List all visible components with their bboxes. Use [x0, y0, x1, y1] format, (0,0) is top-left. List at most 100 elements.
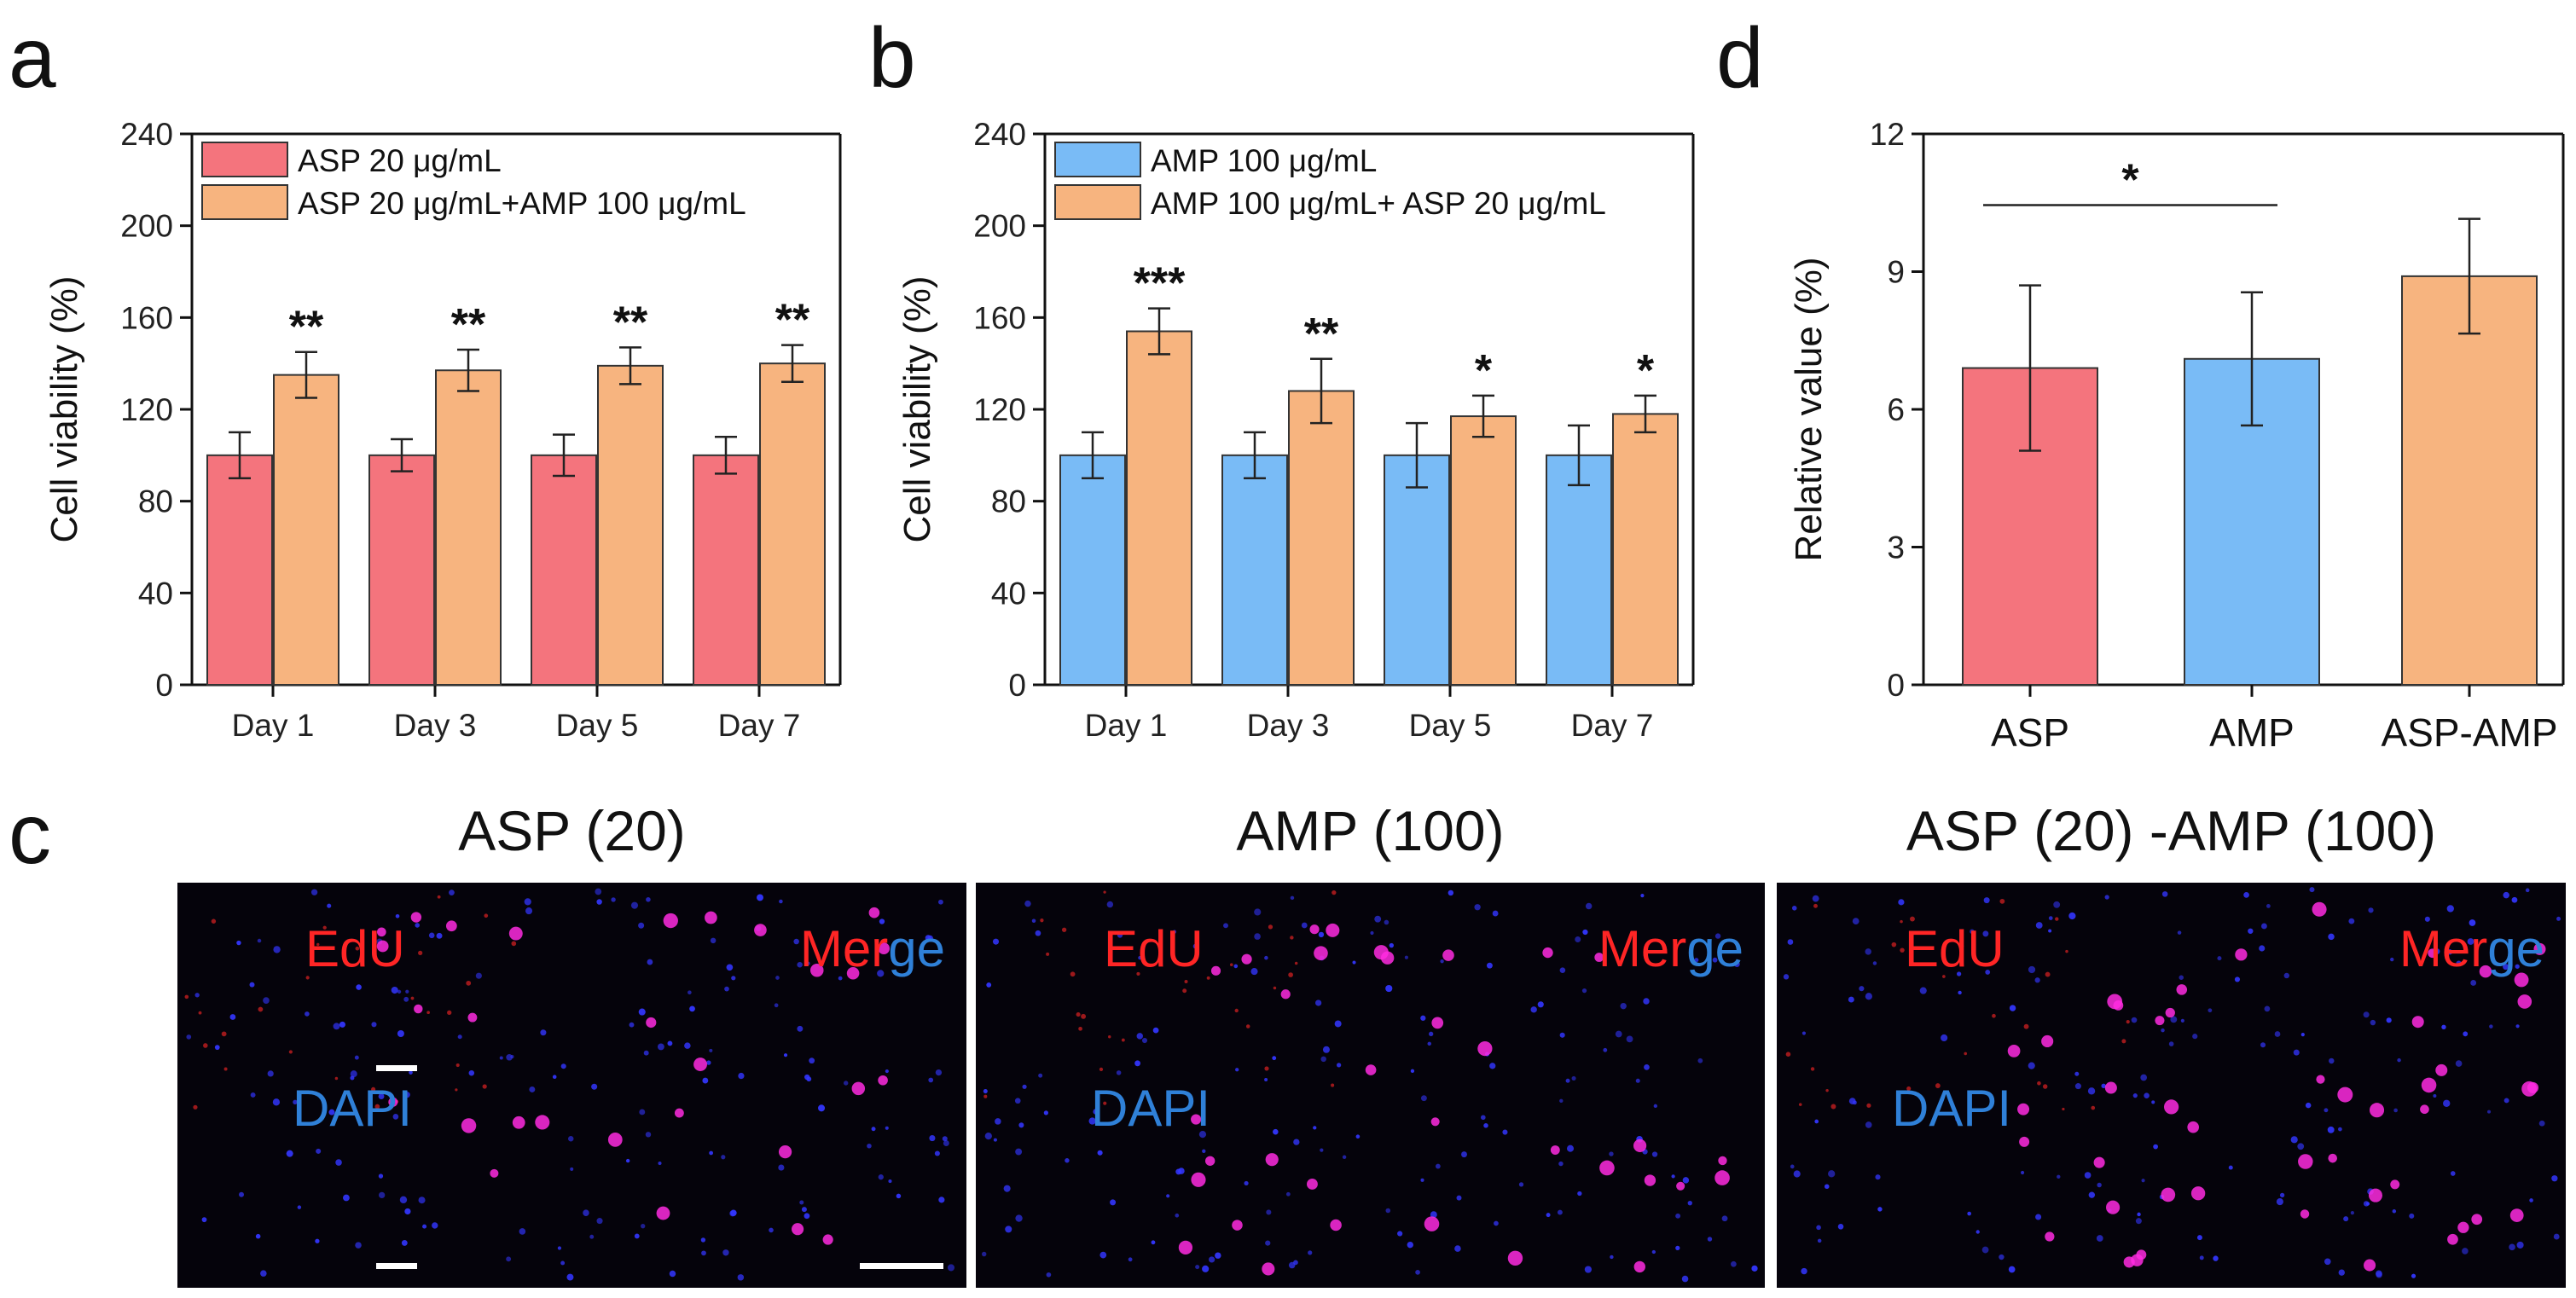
merge-dot	[1507, 1250, 1523, 1266]
merge-dot	[1178, 1240, 1193, 1255]
dapi-nucleus	[1620, 1002, 1627, 1010]
merge-dot	[2479, 965, 2492, 978]
micrograph-tile-1: AMP (100) EdU DAPI Merge	[976, 799, 1765, 1288]
dapi-nucleus	[1116, 1070, 1122, 1075]
dapi-nucleus	[2151, 1100, 2155, 1104]
dapi-nucleus	[1293, 1139, 1300, 1145]
edu-dot	[2042, 1084, 2048, 1089]
y-tick-label: 12	[1870, 117, 1905, 152]
dapi-nucleus	[1697, 1058, 1703, 1063]
dapi-nucleus	[1151, 1240, 1156, 1245]
dapi-label: DAPI	[1091, 1080, 1210, 1137]
edu-dot	[1206, 976, 1210, 980]
y-tick-label: 160	[120, 300, 173, 335]
dapi-nucleus	[392, 1114, 399, 1120]
dapi-nucleus	[2048, 929, 2052, 933]
dapi-nucleus	[1653, 1104, 1658, 1109]
edu-dot	[1081, 1013, 1087, 1019]
dapi-nucleus	[1024, 900, 1031, 907]
dapi-nucleus	[1172, 930, 1177, 934]
merge-dot	[1430, 1117, 1440, 1127]
merge-dot	[1314, 946, 1328, 960]
edu-dot	[455, 1088, 458, 1092]
bar-d-asp-amp	[2401, 275, 2538, 686]
dapi-nucleus	[1301, 922, 1308, 929]
x-tick-label: AMP	[2209, 710, 2295, 755]
edu-dot	[447, 1010, 452, 1016]
merge-label-blue: ge	[1686, 920, 1743, 977]
edu-dot	[1229, 963, 1233, 967]
edu-dot	[2062, 1107, 2065, 1111]
dapi-nucleus	[726, 964, 734, 971]
dapi-nucleus	[2538, 1120, 2545, 1127]
merge-dot	[1262, 1262, 1275, 1276]
dapi-nucleus	[1721, 1215, 1728, 1222]
dapi-nucleus	[2074, 1083, 2081, 1090]
dapi-nucleus	[2161, 1028, 2165, 1033]
edu-dot	[1906, 1086, 1912, 1091]
merge-dot	[512, 1115, 525, 1129]
dapi-nucleus	[2324, 1258, 2331, 1266]
merge-dot	[2533, 942, 2546, 955]
dapi-nucleus	[1787, 939, 1794, 945]
merge-dot	[607, 1133, 623, 1147]
dapi-nucleus	[658, 1161, 662, 1166]
dapi-nucleus	[378, 1093, 385, 1099]
merge-dot	[2190, 1186, 2206, 1201]
panel-letter-c: c	[9, 786, 51, 882]
dapi-nucleus	[2208, 1008, 2213, 1013]
bar-a-series0-day-7	[693, 454, 759, 686]
dapi-nucleus	[710, 937, 717, 944]
dapi-nucleus	[1967, 1211, 1972, 1216]
dapi-nucleus	[1288, 1261, 1296, 1269]
dapi-nucleus	[702, 1077, 709, 1084]
dapi-nucleus	[255, 1233, 261, 1239]
dapi-nucleus	[475, 972, 482, 979]
dapi-nucleus	[1015, 1214, 1023, 1222]
dapi-nucleus	[1235, 1068, 1239, 1072]
dapi-nucleus	[2503, 891, 2509, 899]
dapi-nucleus	[2489, 1024, 2493, 1029]
edu-dot	[184, 994, 189, 1000]
merge-dot	[388, 1097, 398, 1107]
edu-dot	[1099, 1067, 1104, 1071]
dapi-nucleus	[422, 1224, 427, 1229]
edu-dot	[1070, 971, 1076, 977]
dapi-nucleus	[2213, 1255, 2219, 1261]
merge-dot	[2300, 1209, 2310, 1219]
y-tick-label: 0	[1887, 668, 1905, 703]
dapi-nucleus	[378, 1173, 384, 1179]
dapi-nucleus	[1138, 956, 1142, 960]
dapi-nucleus	[395, 913, 400, 918]
dapi-nucleus	[339, 1021, 345, 1028]
dapi-nucleus	[2348, 918, 2355, 924]
dapi-nucleus	[2084, 1172, 2092, 1179]
dapi-nucleus	[1065, 1158, 1070, 1163]
merge-dot	[663, 913, 678, 929]
merge-dot	[822, 1234, 833, 1245]
dapi-nucleus	[2424, 916, 2430, 922]
edu-label: EdU	[1104, 920, 1204, 977]
dapi-nucleus	[1626, 1035, 1633, 1043]
merge-dot	[2113, 1000, 2124, 1011]
edu-dot	[1332, 889, 1337, 895]
dapi-nucleus	[1106, 901, 1114, 908]
dapi-nucleus	[2455, 1060, 2463, 1067]
dapi-nucleus	[293, 1099, 298, 1105]
chart-b: 0 40 80 120 160 200 240 Cell viability (%) Day 1…	[896, 117, 1695, 743]
dapi-nucleus	[1384, 919, 1390, 925]
bar-b-series0-day-5	[1384, 454, 1450, 686]
dapi-nucleus	[2463, 1031, 2469, 1037]
merge-dot	[2104, 1081, 2117, 1094]
dapi-nucleus	[2556, 916, 2561, 921]
dapi-nucleus	[2300, 1033, 2305, 1037]
dapi-nucleus	[1898, 899, 1905, 906]
edu-dot	[1076, 1012, 1081, 1017]
dapi-nucleus	[2020, 1170, 2025, 1175]
dapi-nucleus	[1430, 1211, 1437, 1219]
dapi-nucleus	[709, 1048, 713, 1052]
merge-dot	[2316, 1075, 2325, 1084]
y-tick-label: 200	[973, 209, 1026, 244]
merge-dot	[846, 967, 860, 980]
dapi-nucleus	[1352, 960, 1356, 965]
